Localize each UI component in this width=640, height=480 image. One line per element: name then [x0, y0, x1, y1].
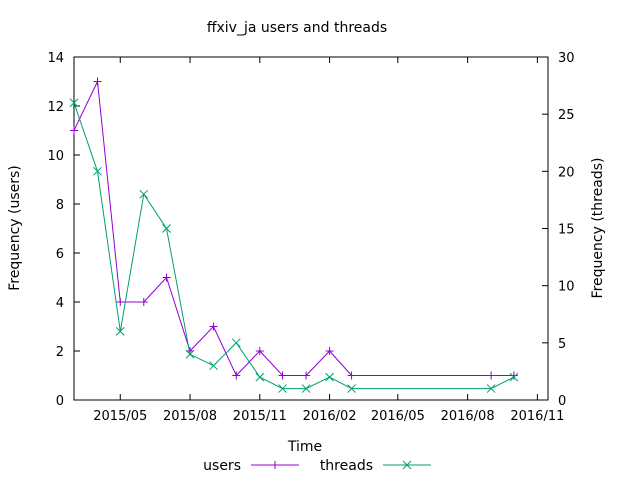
x-tick-label: 2016/02 — [303, 409, 357, 424]
data-point-threads — [255, 372, 265, 382]
data-point-users — [255, 347, 264, 355]
y2-tick-label: 30 — [558, 51, 575, 66]
legend-marker-threads — [402, 460, 412, 470]
data-point-threads — [93, 166, 102, 176]
y2-tick-label: 20 — [558, 165, 575, 180]
y2-axis-label: Frequency (threads) — [590, 158, 606, 299]
y2-tick-label: 5 — [558, 337, 566, 352]
data-point-threads — [139, 189, 149, 199]
data-point-threads — [509, 372, 519, 382]
legend-label-threads: threads — [320, 458, 373, 474]
data-point-users — [116, 298, 125, 306]
data-point-users — [70, 126, 78, 135]
data-point-threads — [325, 372, 334, 382]
y-tick-label: 0 — [56, 394, 64, 409]
data-point-users — [302, 371, 311, 380]
x-axis-label: Time — [287, 439, 322, 455]
x-tick-label: 2015/05 — [93, 409, 147, 424]
data-point-users — [93, 77, 102, 86]
data-point-threads — [347, 384, 356, 393]
legend: users threads — [203, 458, 431, 474]
y-tick-label: 10 — [47, 149, 64, 164]
x-tick-label: 2016/08 — [441, 409, 495, 424]
series-line-users — [73, 79, 514, 377]
y-tick-label: 14 — [47, 51, 64, 66]
data-point-users — [509, 371, 518, 380]
x-tick-label: 2015/11 — [233, 409, 287, 424]
legend-marker-users — [271, 461, 279, 469]
y2-tick-label: 10 — [558, 280, 575, 295]
data-point-users — [325, 347, 334, 355]
y-tick-label: 2 — [56, 345, 64, 360]
x-tick-label: 2016/05 — [371, 409, 425, 424]
y-axis-label: Frequency (users) — [7, 165, 23, 291]
data-point-threads — [185, 349, 195, 359]
x-tick-label: 2016/11 — [510, 409, 564, 424]
legend-sample-users — [251, 461, 299, 469]
data-point-threads — [162, 224, 171, 233]
data-point-threads — [301, 384, 311, 393]
data-point-threads — [69, 98, 79, 108]
data-point-users — [139, 298, 148, 306]
y-tick-label: 6 — [56, 247, 64, 262]
y2-tick-label: 15 — [558, 223, 575, 238]
plot-frame — [73, 56, 549, 401]
legend-sample-threads — [383, 460, 431, 470]
data-point-users — [487, 371, 496, 380]
y-tick-label: 12 — [47, 100, 64, 115]
y2-tick-label: 25 — [558, 108, 575, 123]
chart-title: ffxiv_ja users and threads — [207, 20, 387, 36]
data-point-threads — [278, 384, 287, 393]
y2-tick-label: 0 — [558, 394, 566, 409]
data-point-users — [162, 273, 171, 282]
data-point-users — [232, 371, 241, 380]
x-tick-label: 2015/08 — [163, 409, 217, 424]
y-tick-label: 8 — [56, 198, 64, 213]
data-point-users — [278, 371, 287, 380]
y-tick-label: 4 — [56, 296, 64, 311]
data-point-threads — [115, 327, 125, 336]
data-point-users — [209, 322, 218, 331]
data-point-threads — [486, 384, 496, 393]
legend-label-users: users — [203, 458, 241, 474]
data-point-threads — [209, 361, 218, 371]
data-point-threads — [231, 338, 241, 348]
series-line-threads — [73, 102, 515, 390]
data-point-users — [347, 371, 356, 380]
